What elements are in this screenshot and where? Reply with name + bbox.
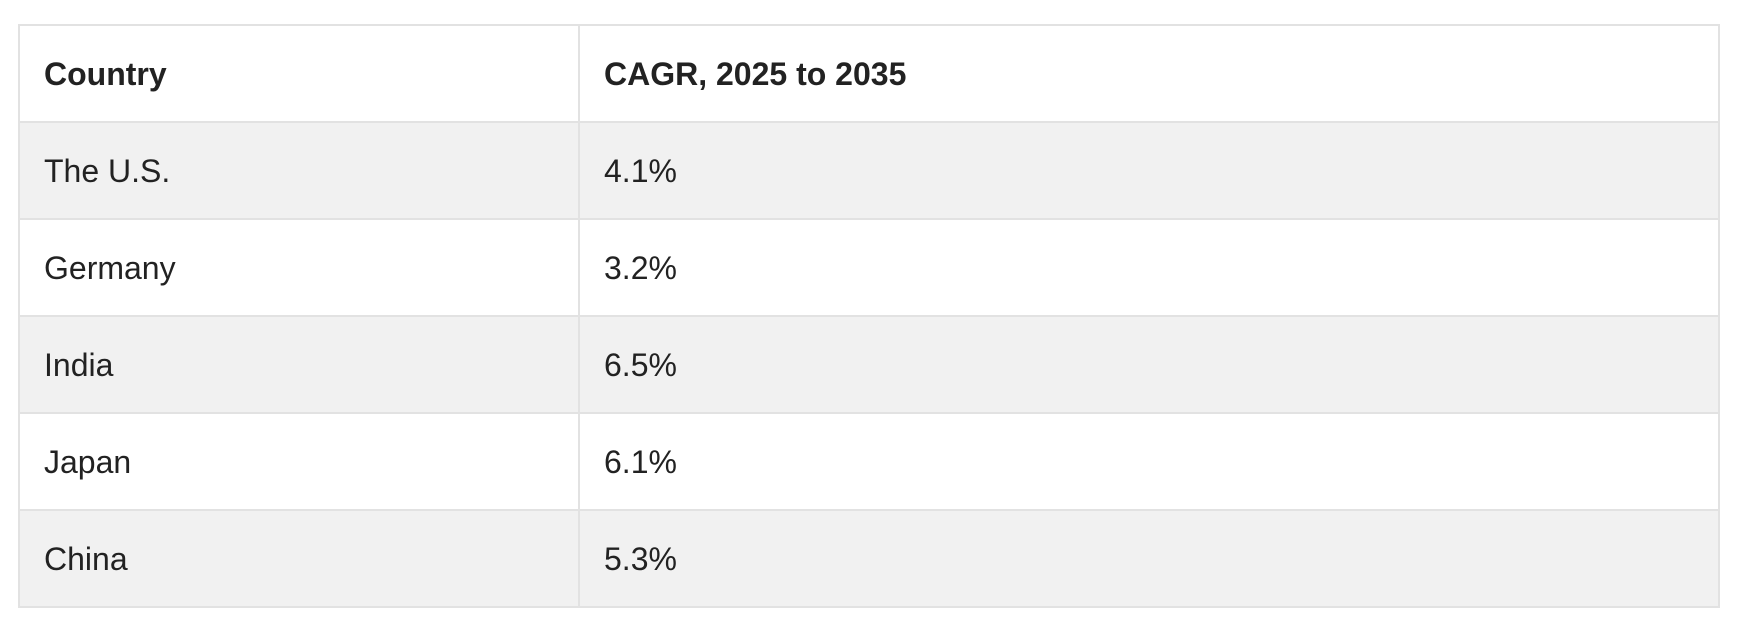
cagr-cell: 3.2% (578, 218, 1720, 317)
table-body: The U.S. 4.1% Germany 3.2% India 6.5% Ja… (18, 121, 1720, 608)
country-cell: Germany (18, 218, 580, 317)
cagr-cell: 5.3% (578, 509, 1720, 608)
table-header: Country CAGR, 2025 to 2035 (18, 24, 1720, 123)
header-row: Country CAGR, 2025 to 2035 (18, 24, 1720, 123)
cagr-cell: 6.5% (578, 315, 1720, 414)
cagr-table: Country CAGR, 2025 to 2035 The U.S. 4.1%… (18, 24, 1720, 608)
country-cell: Japan (18, 412, 580, 511)
table-row: The U.S. 4.1% (18, 121, 1720, 220)
cagr-cell: 4.1% (578, 121, 1720, 220)
country-cell: India (18, 315, 580, 414)
header-country: Country (18, 24, 580, 123)
table-row: Germany 3.2% (18, 218, 1720, 317)
table-row: India 6.5% (18, 315, 1720, 414)
table-row: China 5.3% (18, 509, 1720, 608)
header-cagr: CAGR, 2025 to 2035 (578, 24, 1720, 123)
country-cell: The U.S. (18, 121, 580, 220)
table-row: Japan 6.1% (18, 412, 1720, 511)
country-cell: China (18, 509, 580, 608)
cagr-cell: 6.1% (578, 412, 1720, 511)
